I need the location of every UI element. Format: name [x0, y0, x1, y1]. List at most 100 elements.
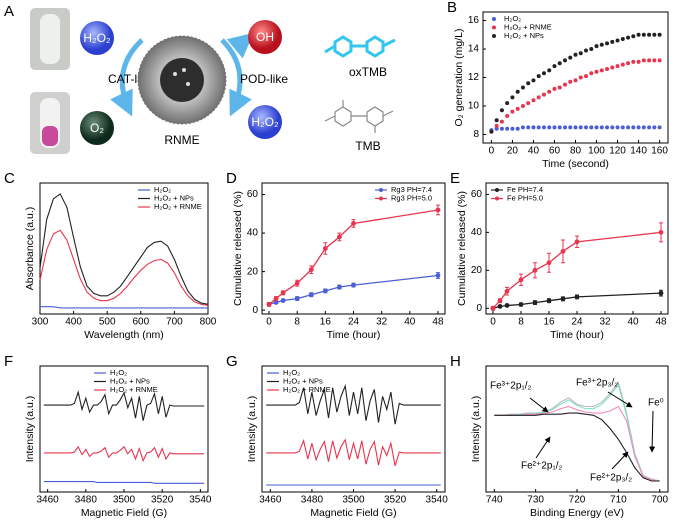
data-point — [605, 66, 610, 71]
y-axis-label: Cumulative released (%) — [456, 191, 468, 306]
panel-label: A — [4, 3, 14, 20]
data-point — [657, 125, 662, 130]
data-point — [499, 119, 504, 124]
x-tick-label: 16 — [543, 317, 555, 328]
data-point — [547, 68, 552, 73]
data-point — [584, 48, 589, 53]
y-axis-label: Intensity (a.u.) — [24, 396, 36, 463]
data-point — [557, 125, 562, 130]
legend-label: Fe PH=7.4 — [507, 185, 543, 194]
y-tick-label: 0 — [476, 303, 482, 314]
data-point — [531, 98, 536, 103]
data-point — [594, 44, 599, 49]
x-tick-label: 0 — [490, 317, 496, 328]
data-point — [599, 42, 604, 47]
data-point — [526, 125, 531, 130]
data-point — [532, 300, 538, 306]
legend-label: Rg3 PH=7.4 — [391, 185, 432, 194]
data-point — [557, 85, 562, 90]
x-tick-label: 80 — [570, 146, 582, 157]
x-tick-label: 100 — [588, 146, 605, 157]
series-line — [40, 306, 208, 309]
legend-label: H₂O₂ + NPs — [110, 376, 150, 385]
annotation: Fe³⁺2p₃/₂ — [576, 378, 618, 389]
annotation-arrow — [649, 410, 656, 453]
x-tick-label: 48 — [655, 317, 667, 328]
x-axis-label: Wavelength (nm) — [84, 329, 164, 341]
panel-label: C — [4, 170, 15, 187]
data-point — [351, 221, 356, 226]
data-point — [510, 109, 515, 114]
data-point — [505, 113, 510, 118]
data-point — [526, 101, 531, 106]
data-point — [620, 37, 625, 42]
series-line — [43, 481, 205, 484]
legend-label: H₂O₂ + RNME — [110, 385, 158, 394]
data-point — [641, 125, 646, 130]
data-point — [562, 82, 567, 87]
data-point — [574, 294, 580, 300]
chart-panel: H 740 730 720 710 700 Binding Energy (eV) Inten… — [450, 353, 669, 519]
data-point — [562, 125, 567, 130]
y-axis-label: O₂ generation (mg/L) — [453, 28, 465, 126]
chart-panel: E 0 8 16 24 32 40 48 0 20 40 60 Time (hour) Cumulativ… — [450, 170, 669, 341]
data-point — [605, 41, 610, 46]
molecule-ball — [248, 105, 282, 139]
data-point — [647, 58, 652, 63]
panel-label: H — [450, 353, 461, 370]
data-point — [652, 125, 657, 130]
data-point — [536, 74, 541, 79]
data-point — [626, 61, 631, 66]
data-point — [526, 81, 531, 86]
data-point — [546, 298, 552, 304]
molecule-ball — [80, 111, 114, 145]
data-point — [280, 290, 286, 296]
data-point — [568, 55, 573, 60]
diagram-label: RNME — [164, 133, 199, 147]
legend-label: Fe PH=5.0 — [507, 193, 543, 202]
legend-label: Rg3 PH=5.0 — [391, 193, 432, 202]
x-axis-label: Binding Energy (eV) — [530, 507, 624, 519]
data-point — [294, 296, 300, 301]
y-tick-label: 40 — [247, 228, 259, 239]
data-point — [510, 126, 515, 131]
data-point — [266, 301, 272, 307]
arrow — [226, 32, 254, 59]
data-point — [497, 298, 503, 304]
y-axis-label: Absorbance (a.u.) — [24, 207, 36, 290]
data-point — [531, 125, 536, 130]
data-point — [574, 239, 580, 245]
data-point — [626, 125, 631, 130]
annotation-arrow — [611, 451, 629, 470]
data-point — [594, 69, 599, 74]
data-point — [573, 52, 578, 57]
data-point — [499, 126, 504, 131]
x-tick-label: 60 — [549, 146, 561, 157]
legend-label: H₂O₂ — [504, 14, 521, 23]
data-point — [546, 260, 552, 266]
plot-frame — [261, 182, 446, 315]
panel-label: G — [226, 353, 238, 370]
annotation: Fe⁰ — [648, 398, 664, 409]
x-tick-label: 8 — [294, 317, 300, 328]
series-line — [43, 390, 205, 421]
data-point — [657, 32, 662, 37]
x-tick-label: 730 — [527, 495, 544, 506]
x-axis-label: Time (hour) — [550, 329, 604, 341]
x-tick-label: 740 — [486, 495, 503, 506]
data-point — [541, 125, 546, 130]
series-line — [43, 445, 205, 463]
data-point — [568, 79, 573, 84]
annotation-arrow — [535, 436, 551, 459]
data-point — [589, 47, 594, 52]
data-point — [490, 305, 496, 311]
data-point — [573, 78, 578, 83]
core-dot — [182, 68, 186, 72]
data-point — [560, 248, 566, 254]
data-point — [280, 298, 286, 303]
data-point — [620, 125, 625, 130]
data-point — [631, 125, 636, 130]
y-tick-label: 20 — [247, 266, 259, 277]
x-tick-label: 3540 — [426, 495, 449, 506]
